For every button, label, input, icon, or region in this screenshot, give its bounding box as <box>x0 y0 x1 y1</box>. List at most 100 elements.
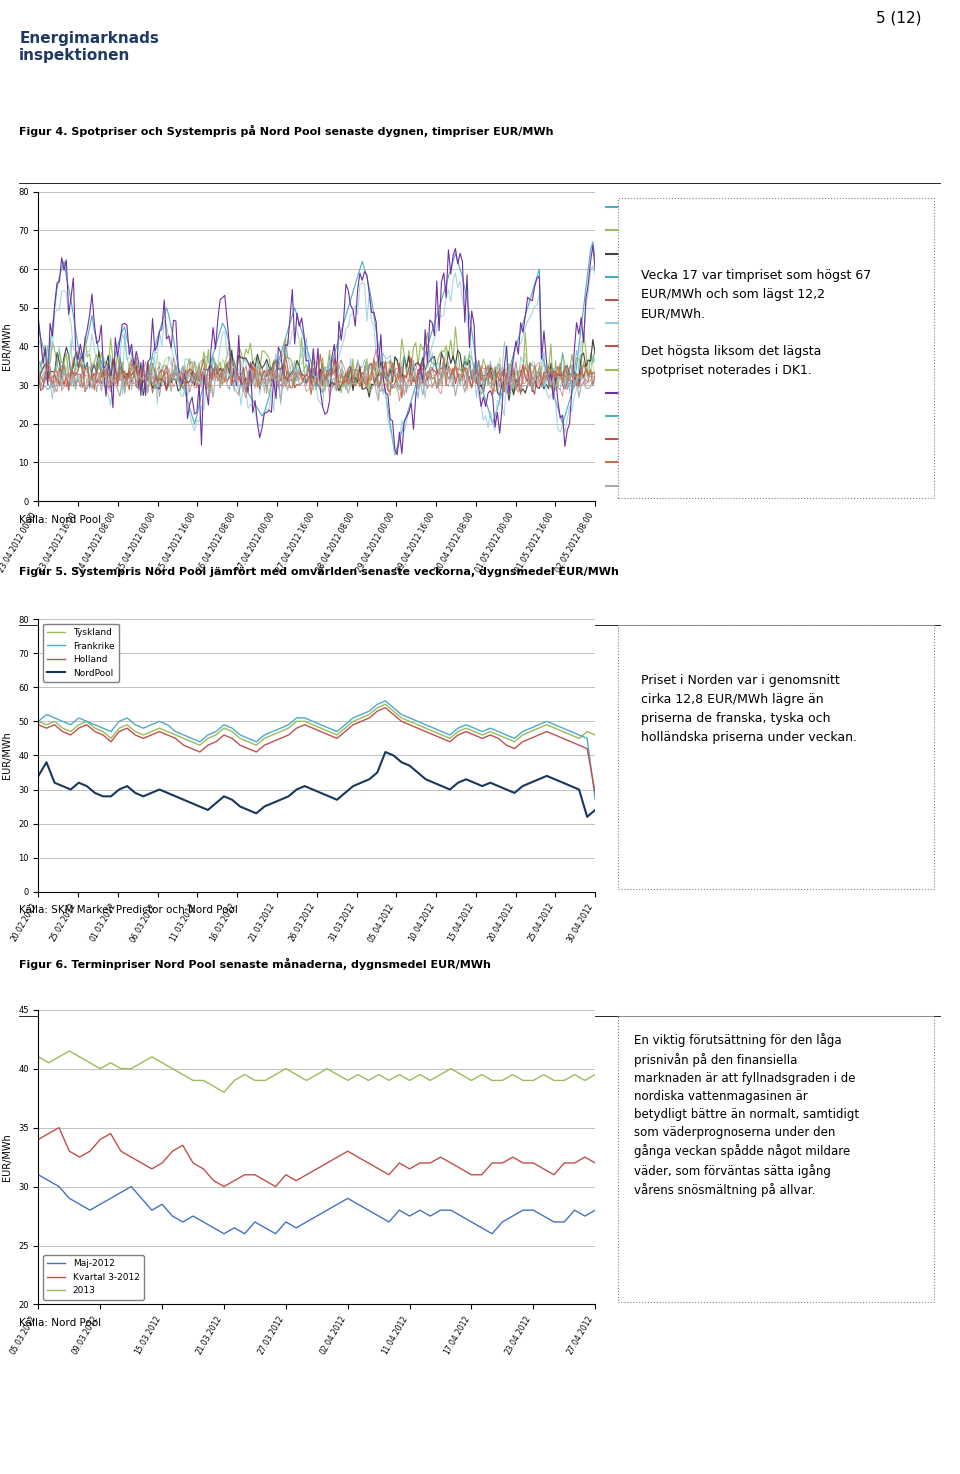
Line: Frankrike: Frankrike <box>38 702 595 800</box>
SE2 <box>261 385 273 402</box>
2013 <box>259 1072 271 1089</box>
NO4 <box>394 392 405 410</box>
DK2 <box>589 354 601 371</box>
NordPool <box>589 802 601 820</box>
Systempris <box>389 447 400 464</box>
Line: NO5: NO5 <box>38 349 595 397</box>
SE4 <box>408 351 420 368</box>
NO2 <box>555 354 566 371</box>
SE3 <box>70 364 82 382</box>
SE3 <box>222 355 233 373</box>
2013 <box>177 1066 188 1083</box>
Systempris <box>70 323 82 340</box>
2013 <box>105 1054 116 1072</box>
SE4 <box>589 374 601 392</box>
Tyskland <box>210 727 222 744</box>
NO4 <box>555 380 566 398</box>
NO1 <box>555 380 566 398</box>
Text: Vecka 17 var timpriset som högst 67
EUR/MWh och som lägst 12,2
EUR/MWh.

Det hög: Vecka 17 var timpriset som högst 67 EUR/… <box>640 270 871 377</box>
DK1 <box>589 261 601 279</box>
2013 <box>579 1072 590 1089</box>
Kvartal 3-2012 <box>579 1148 590 1166</box>
2013 <box>33 1048 44 1066</box>
DK1 <box>222 311 233 329</box>
Holland <box>516 733 528 750</box>
Text: Källa: Nord Pool: Källa: Nord Pool <box>19 1318 102 1328</box>
SE4 <box>275 392 286 410</box>
Finland <box>552 366 564 383</box>
Text: DK2: DK2 <box>629 411 647 420</box>
SE4 <box>70 380 82 398</box>
NO1 <box>400 379 412 397</box>
NordPool <box>203 802 214 820</box>
NO3 <box>56 283 67 301</box>
NO1 <box>438 348 449 366</box>
Holland <box>106 733 117 750</box>
DK1 <box>403 404 415 422</box>
SE3 <box>121 371 132 389</box>
NO5 <box>70 358 82 376</box>
SE4 <box>555 368 566 386</box>
Frankrike <box>589 792 601 809</box>
Maj-2012 <box>167 1207 179 1225</box>
Maj-2012 <box>218 1225 229 1243</box>
Text: SE2: SE2 <box>629 435 646 444</box>
NO2 <box>114 348 126 366</box>
Text: Figur 5. Systempris Nord Pool jämfört med omvärlden senaste veckorna, dygnsmedel: Figur 5. Systempris Nord Pool jämfört me… <box>19 567 619 578</box>
NO2 <box>403 360 415 377</box>
Kvartal 3-2012 <box>53 1119 64 1136</box>
SE2 <box>33 373 44 391</box>
Text: NO4: NO4 <box>629 342 648 351</box>
Text: Figur 6. Terminpriser Nord Pool senaste månaderna, dygnsmedel EUR/MWh: Figur 6. Terminpriser Nord Pool senaste … <box>19 958 492 970</box>
Tyskland <box>348 712 359 730</box>
SE3 <box>56 363 67 380</box>
NO4 <box>405 373 417 391</box>
Tyskland <box>525 722 537 740</box>
DK1 <box>392 447 403 464</box>
Holland <box>33 716 44 734</box>
2013 <box>146 1048 157 1066</box>
DK2 <box>224 370 235 388</box>
Kvartal 3-2012 <box>589 1154 601 1172</box>
FancyBboxPatch shape <box>617 198 934 498</box>
Holland <box>509 740 520 758</box>
Frankrike <box>33 712 44 730</box>
SE3 <box>405 376 417 394</box>
Maj-2012 <box>589 1201 601 1219</box>
NO5 <box>33 360 44 377</box>
Holland <box>379 699 391 716</box>
DK1 <box>56 249 67 267</box>
Systempris <box>588 233 599 251</box>
Tyskland <box>194 737 205 755</box>
SE2 <box>222 360 233 377</box>
Systempris <box>589 252 601 270</box>
SE2 <box>405 361 417 379</box>
Finland <box>400 358 412 376</box>
Kvartal 3-2012 <box>33 1131 44 1148</box>
SE3 <box>33 374 44 392</box>
Frankrike <box>203 727 214 744</box>
2013 <box>589 1066 601 1083</box>
Text: NO3: NO3 <box>629 318 649 327</box>
Systempris <box>552 399 564 417</box>
NO3 <box>588 258 599 276</box>
SE4 <box>33 358 44 376</box>
NordPool <box>339 784 350 802</box>
NO2 <box>56 367 67 385</box>
Systempris <box>56 261 67 279</box>
Tyskland <box>33 712 44 730</box>
Frankrike <box>106 722 117 740</box>
Line: Tyskland: Tyskland <box>38 705 595 746</box>
Line: SE3: SE3 <box>38 354 595 398</box>
Text: Energimarknads
inspektionen: Energimarknads inspektionen <box>19 31 159 63</box>
Line: SE4: SE4 <box>38 360 595 401</box>
DK2 <box>33 383 44 401</box>
NordPool <box>267 794 278 812</box>
Maj-2012 <box>33 1166 44 1184</box>
Finland <box>503 392 515 410</box>
Frankrike <box>516 722 528 740</box>
Legend: Tyskland, Frankrike, Holland, NordPool: Tyskland, Frankrike, Holland, NordPool <box>43 624 119 682</box>
DK2 <box>56 374 67 392</box>
Frankrike <box>339 716 350 734</box>
Text: SE4: SE4 <box>629 481 646 491</box>
